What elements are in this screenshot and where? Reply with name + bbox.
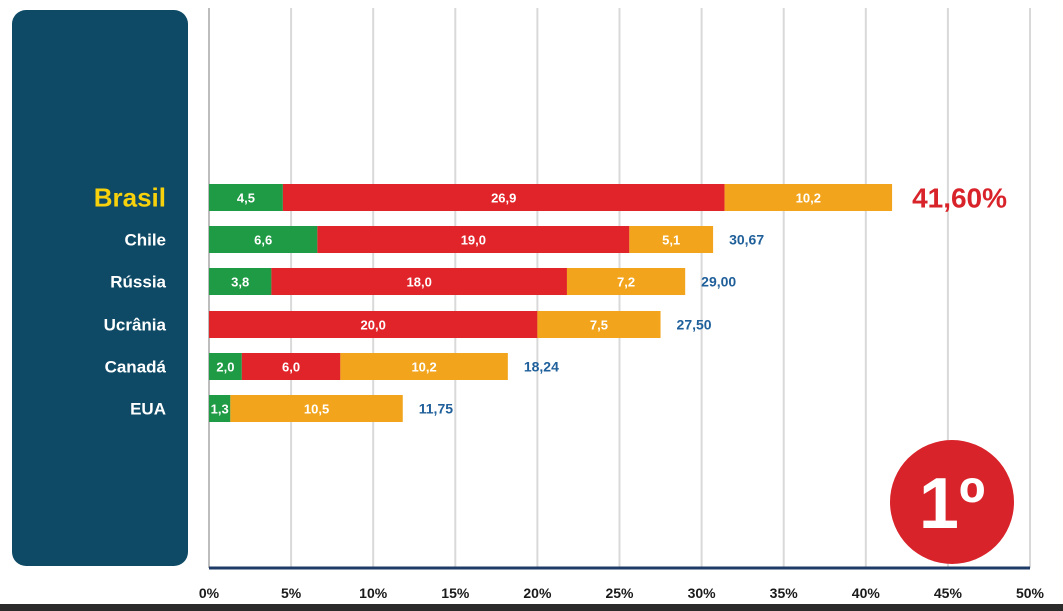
bar-segment xyxy=(209,184,283,211)
segment-label: 18,0 xyxy=(407,275,432,290)
bar-segment xyxy=(724,184,893,211)
x-tick-label: 25% xyxy=(605,585,634,601)
segment-label: 2,0 xyxy=(216,360,234,375)
total-label: 29,00 xyxy=(701,274,736,290)
bottom-edge-strip xyxy=(0,604,1063,611)
total-label: 27,50 xyxy=(677,317,712,333)
total-label: 18,24 xyxy=(524,359,559,375)
bar-segment xyxy=(317,226,630,253)
bar-segment xyxy=(241,353,341,380)
segment-label: 6,0 xyxy=(282,360,300,375)
total-label: 30,67 xyxy=(729,232,764,248)
bar-segment xyxy=(629,226,714,253)
segment-label: 10,2 xyxy=(411,360,436,375)
segment-label: 10,2 xyxy=(796,191,821,206)
segment-label: 7,2 xyxy=(617,275,635,290)
bar-segment xyxy=(271,268,567,295)
x-tick-label: 5% xyxy=(281,585,302,601)
rank-badge-text: 1º xyxy=(919,464,985,544)
segment-label: 3,8 xyxy=(231,275,249,290)
bar-segment xyxy=(537,311,661,338)
segment-label: 4,5 xyxy=(237,191,255,206)
segment-label: 1,3 xyxy=(211,402,229,417)
category-label: Brasil xyxy=(94,183,166,213)
category-label: Ucrânia xyxy=(104,316,167,335)
bar-segment xyxy=(340,353,508,380)
bar-segment xyxy=(209,311,538,338)
rank-badge xyxy=(890,440,1014,564)
x-tick-label: 20% xyxy=(523,585,552,601)
segment-label: 10,5 xyxy=(304,402,329,417)
x-tick-label: 0% xyxy=(199,585,220,601)
category-panel xyxy=(12,10,188,566)
total-label: 41,60% xyxy=(912,183,1007,214)
total-label: 11,75 xyxy=(419,401,453,417)
bar-segment xyxy=(230,395,403,422)
bar-segment xyxy=(209,226,318,253)
bar-segment xyxy=(566,268,686,295)
segment-label: 7,5 xyxy=(590,318,608,333)
x-tick-label: 30% xyxy=(688,585,717,601)
category-label: Chile xyxy=(124,231,166,250)
bar-segment xyxy=(209,353,242,380)
segment-label: 6,6 xyxy=(254,233,272,248)
category-label: Rússia xyxy=(110,273,166,292)
bar-segment xyxy=(209,395,231,422)
segment-label: 5,1 xyxy=(662,233,680,248)
category-label: EUA xyxy=(130,400,166,419)
category-label: Canadá xyxy=(105,358,167,377)
bar-segment xyxy=(209,268,272,295)
segment-label: 19,0 xyxy=(461,233,486,248)
x-tick-label: 10% xyxy=(359,585,388,601)
x-tick-label: 40% xyxy=(852,585,881,601)
segment-label: 20,0 xyxy=(361,318,386,333)
x-tick-label: 15% xyxy=(441,585,470,601)
bar-segment xyxy=(282,184,725,211)
segment-label: 26,9 xyxy=(491,191,516,206)
x-tick-label: 45% xyxy=(934,585,963,601)
x-tick-label: 35% xyxy=(770,585,799,601)
x-tick-label: 50% xyxy=(1016,585,1045,601)
